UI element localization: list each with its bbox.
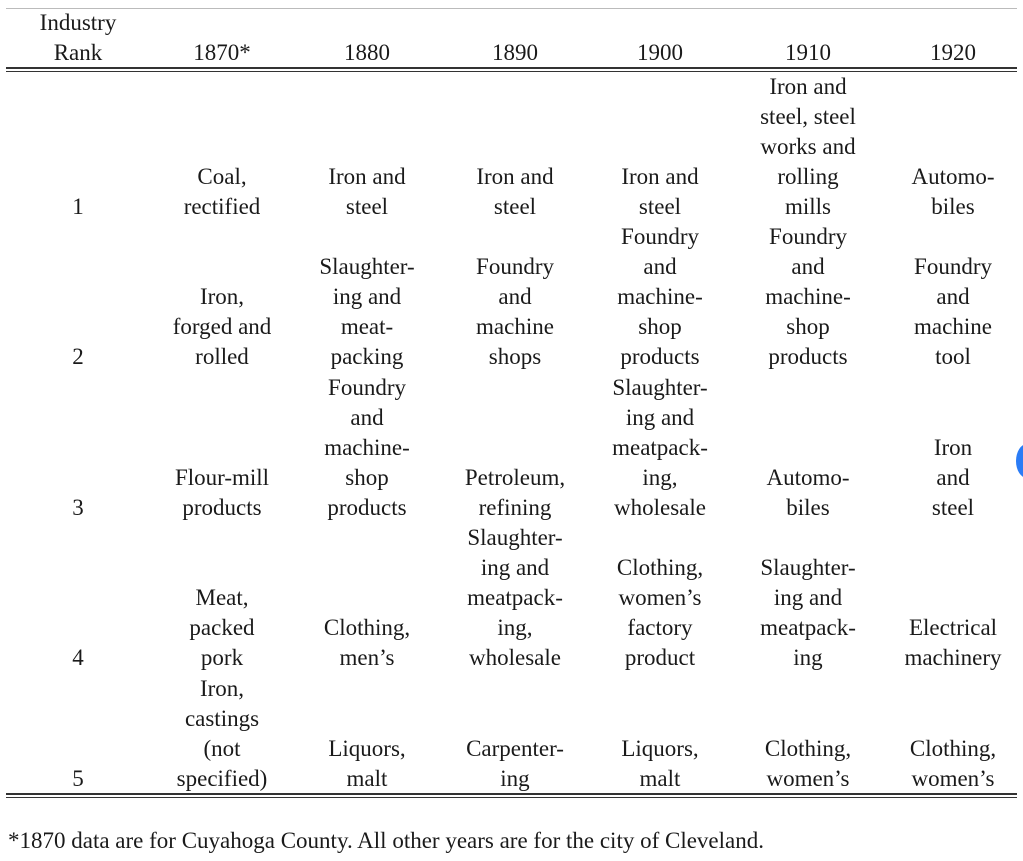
industry-cell: Clothing, women’s bbox=[764, 736, 852, 791]
industry-cell: Coal, rectified bbox=[183, 164, 261, 219]
column-header: 1870* bbox=[193, 40, 251, 65]
industry-cell: Foundry and machine tool bbox=[914, 254, 992, 369]
rank-cell: 4 bbox=[72, 645, 84, 670]
industry-cell: Iron and steel bbox=[621, 164, 699, 219]
industry-cell: Meat, packed pork bbox=[189, 585, 255, 670]
column-header: 1900 bbox=[637, 40, 683, 65]
industry-cell: Liquors, malt bbox=[328, 736, 406, 791]
industry-cell: Slaughter- ing and meatpack- ing, wholes… bbox=[612, 375, 708, 520]
column-header: 1890 bbox=[492, 40, 538, 65]
industry-cell: Carpenter- ing bbox=[466, 736, 564, 791]
industry-cell: Slaughter- ing and meatpack- ing bbox=[760, 555, 856, 670]
industry-cell: Electrical machinery bbox=[904, 615, 1002, 670]
industry-cell: Iron and steel, steel works and rolling … bbox=[760, 74, 856, 219]
footnote: *1870 data are for Cuyahoga County. All … bbox=[8, 828, 764, 853]
industry-cell: Clothing, women’s bbox=[909, 736, 997, 791]
industry-cell: Clothing, women’s factory product bbox=[616, 555, 704, 670]
scroll-indicator-dot bbox=[1016, 444, 1023, 478]
industry-cell: Foundry and machine- shop products bbox=[617, 224, 703, 369]
industry-cell: Flour-mill products bbox=[174, 465, 270, 520]
industry-cell: Iron and steel bbox=[328, 164, 406, 219]
column-header: 1880 bbox=[344, 40, 390, 65]
rank-cell: 2 bbox=[72, 344, 84, 369]
industry-cell: Slaughter- ing and meatpack- ing, wholes… bbox=[467, 525, 563, 670]
column-header: 1920 bbox=[930, 40, 976, 65]
column-header: 1910 bbox=[785, 40, 831, 65]
industry-cell: Iron and steel bbox=[476, 164, 554, 219]
industry-cell: Liquors, malt bbox=[621, 736, 699, 791]
industry-cell: Petroleum, refining bbox=[464, 465, 566, 520]
industry-cell: Foundry and machine- shop products bbox=[324, 375, 410, 520]
industry-cell: Slaughter- ing and meat- packing bbox=[319, 254, 415, 369]
bottom-rule bbox=[6, 793, 1017, 798]
industry-cell: Foundry and machine shops bbox=[476, 254, 554, 369]
industry-cell: Automo- biles bbox=[911, 164, 995, 219]
rank-cell: 5 bbox=[72, 766, 84, 791]
rank-cell: 1 bbox=[72, 194, 84, 219]
top-rule bbox=[6, 8, 1017, 9]
column-header: Industry Rank bbox=[39, 10, 117, 65]
rank-cell: 3 bbox=[72, 495, 84, 520]
industry-cell: Iron, castings (not specified) bbox=[176, 676, 268, 791]
industry-cell: Iron and steel bbox=[931, 435, 975, 520]
industry-cell: Automo- biles bbox=[766, 465, 850, 520]
industry-cell: Foundry and machine- shop products bbox=[765, 224, 851, 369]
header-rule bbox=[6, 67, 1017, 72]
industry-cell: Iron, forged and rolled bbox=[172, 284, 272, 369]
industry-cell: Clothing, men’s bbox=[323, 615, 411, 670]
